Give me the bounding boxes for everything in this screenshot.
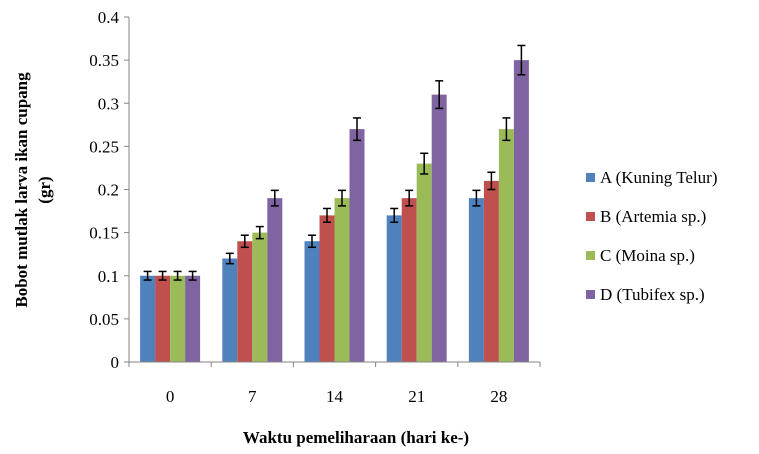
legend-swatch xyxy=(586,173,595,182)
legend: A (Kuning Telur) B (Artemia sp.) C (Moina … xyxy=(586,168,717,304)
y-axis-title: Bobot mutlak larva ikan cupang xyxy=(12,72,31,308)
bar xyxy=(416,163,432,362)
y-tick-label: 0.2 xyxy=(98,181,119,200)
y-tick-label: 0.25 xyxy=(89,137,119,156)
bar xyxy=(304,241,320,362)
x-tick-label: 21 xyxy=(408,387,425,406)
bar xyxy=(349,129,365,362)
x-tick-label: 7 xyxy=(248,387,257,406)
legend-swatch xyxy=(586,290,595,299)
y-tick-label: 0.05 xyxy=(89,310,119,329)
x-axis-title: Waktu pemeliharaan (hari ke-) xyxy=(243,428,469,447)
legend-label: C (Moina sp.) xyxy=(600,246,695,265)
bar xyxy=(468,198,484,362)
bar xyxy=(140,275,156,362)
bar xyxy=(319,215,335,362)
x-tick-label: 0 xyxy=(166,387,175,406)
bar xyxy=(237,241,253,362)
y-tick-label: 0 xyxy=(111,353,120,372)
y-tick-label: 0.1 xyxy=(98,267,119,286)
legend-label: A (Kuning Telur) xyxy=(600,168,717,187)
bar xyxy=(222,258,238,362)
legend-label: B (Artemia sp.) xyxy=(600,207,706,226)
bar xyxy=(513,60,529,362)
y-tick-label: 0.4 xyxy=(98,8,120,27)
x-tick-label: 14 xyxy=(326,387,344,406)
bar xyxy=(483,180,499,362)
bar xyxy=(170,275,186,362)
bar xyxy=(431,94,447,362)
legend-swatch xyxy=(586,212,595,221)
x-tick-label: 28 xyxy=(490,387,507,406)
bar xyxy=(252,232,268,362)
bar xyxy=(267,198,283,362)
legend-label: D (Tubifex sp.) xyxy=(600,285,705,304)
bar xyxy=(498,129,514,362)
plot-area xyxy=(140,44,529,362)
y-tick-label: 0.3 xyxy=(98,94,119,113)
y-tick-label: 0.35 xyxy=(89,51,119,70)
bar xyxy=(401,198,417,362)
y-axis-title-unit: (gr) xyxy=(35,176,54,203)
bar xyxy=(386,215,402,362)
y-tick-label: 0.15 xyxy=(89,224,119,243)
axes: 0 0.05 0.1 0.15 0.2 0.25 0.3 0.35 0.4 0 7 14 21 28 xyxy=(89,8,541,406)
legend-swatch xyxy=(586,251,595,260)
bar xyxy=(185,275,201,362)
bar xyxy=(155,275,171,362)
bar xyxy=(334,198,350,362)
